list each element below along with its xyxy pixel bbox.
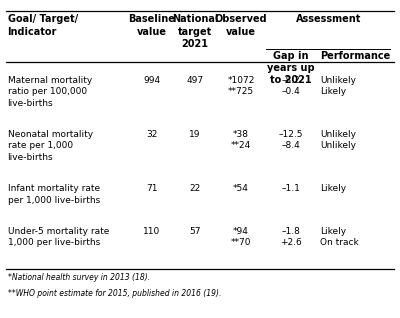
- Text: Likely
On track: Likely On track: [320, 227, 359, 247]
- Text: Baseline
value: Baseline value: [128, 14, 176, 37]
- Text: Infant mortality rate
per 1,000 live-births: Infant mortality rate per 1,000 live-bir…: [8, 184, 100, 204]
- Text: Under-5 mortality rate
1,000 per live-births: Under-5 mortality rate 1,000 per live-bi…: [8, 227, 109, 247]
- Text: Unlikely
Unlikely: Unlikely Unlikely: [320, 130, 356, 150]
- Text: Likely: Likely: [320, 184, 346, 193]
- Text: 22: 22: [189, 184, 201, 193]
- Text: –1.8
+2.6: –1.8 +2.6: [280, 227, 302, 247]
- Text: *1072
**725: *1072 **725: [227, 76, 255, 96]
- Text: Neonatal mortality
rate per 1,000
live-births: Neonatal mortality rate per 1,000 live-b…: [8, 130, 93, 162]
- Text: 57: 57: [189, 227, 201, 236]
- Text: –12.5
–8.4: –12.5 –8.4: [279, 130, 303, 150]
- Text: 71: 71: [146, 184, 158, 193]
- Text: *National health survey in 2013 (18).: *National health survey in 2013 (18).: [8, 273, 150, 282]
- Text: Maternal mortality
ratio per 100,000
live-births: Maternal mortality ratio per 100,000 liv…: [8, 76, 92, 107]
- Text: Unlikely
Likely: Unlikely Likely: [320, 76, 356, 96]
- Text: 994: 994: [144, 76, 160, 85]
- Text: 19: 19: [189, 130, 201, 139]
- Text: National
target
2021: National target 2021: [172, 14, 218, 49]
- Text: **WHO point estimate for 2015, published in 2016 (19).: **WHO point estimate for 2015, published…: [8, 289, 221, 298]
- Text: Performance: Performance: [320, 51, 390, 61]
- Text: *38
**24: *38 **24: [231, 130, 251, 150]
- Text: 32: 32: [146, 130, 158, 139]
- Text: –1.1: –1.1: [282, 184, 300, 193]
- Text: *94
**70: *94 **70: [231, 227, 251, 247]
- Text: Goal/ Target/
Indicator: Goal/ Target/ Indicator: [8, 14, 78, 37]
- Text: Gap in
years up
to 2021: Gap in years up to 2021: [267, 51, 315, 85]
- Text: 497: 497: [186, 76, 204, 85]
- Text: Assessment: Assessment: [296, 14, 362, 24]
- Text: –8.2
–0.4: –8.2 –0.4: [282, 76, 300, 96]
- Text: Observed
value: Observed value: [215, 14, 267, 37]
- Text: *54: *54: [233, 184, 249, 193]
- Text: 110: 110: [143, 227, 161, 236]
